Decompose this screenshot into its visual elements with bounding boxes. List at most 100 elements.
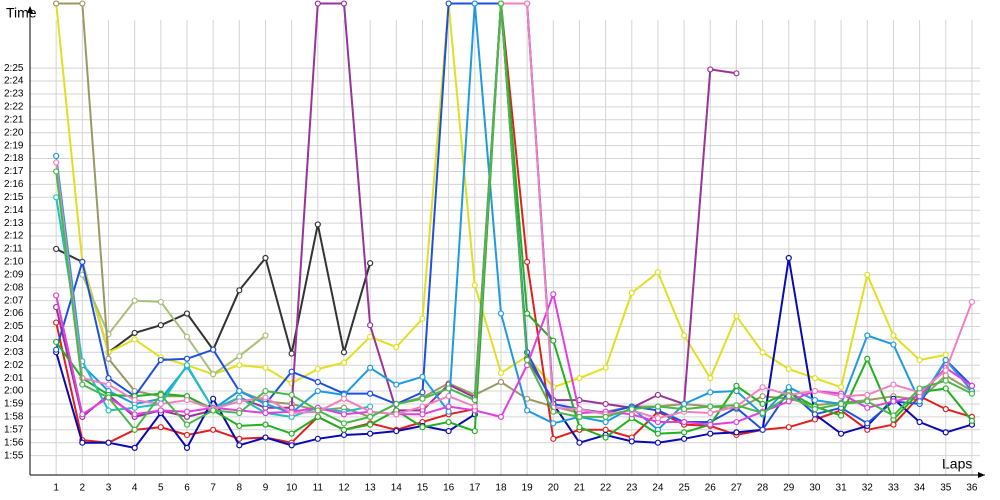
x-tick-label: 36 [966, 483, 978, 494]
point [262, 332, 269, 339]
point [131, 426, 138, 433]
point [811, 411, 819, 418]
y-tick-label: 2:21 [4, 114, 24, 125]
point [576, 406, 583, 413]
point [236, 362, 243, 369]
y-tick-label: 1:56 [4, 437, 24, 448]
point [288, 430, 295, 437]
point [445, 0, 452, 7]
series-line [55, 3, 973, 432]
x-tick-label: 18 [495, 483, 507, 494]
y-tick-label: 2:14 [4, 205, 24, 216]
point [942, 377, 949, 384]
y-tick-label: 2:05 [4, 321, 24, 332]
point [576, 413, 583, 420]
x-tick-label: 27 [731, 483, 743, 494]
point [759, 426, 766, 433]
point [864, 271, 871, 278]
y-tick-label: 2:24 [4, 76, 24, 87]
point [654, 391, 662, 399]
point [314, 0, 321, 7]
point [733, 429, 740, 436]
point [471, 427, 478, 435]
point [916, 398, 923, 405]
point [53, 168, 60, 175]
point [183, 444, 191, 451]
y-tick-label: 2:10 [4, 257, 24, 268]
y-tick-label: 2:18 [4, 153, 24, 164]
series-line [81, 274, 267, 376]
point [53, 245, 60, 253]
point [890, 341, 897, 348]
point [262, 421, 269, 428]
point [942, 351, 949, 358]
x-tick-label: 17 [469, 483, 481, 494]
point [367, 390, 374, 397]
point [942, 406, 949, 413]
point [968, 390, 976, 397]
x-tick-label: 3 [106, 483, 112, 494]
y-tick-label: 2:23 [4, 89, 24, 100]
point [367, 430, 374, 437]
point [288, 368, 295, 375]
point [837, 412, 845, 419]
x-tick-label: 35 [940, 483, 952, 494]
point [262, 434, 269, 441]
point [262, 364, 269, 371]
y-tick-label: 2:12 [4, 231, 24, 242]
point [654, 415, 662, 422]
x-tick-label: 33 [888, 483, 900, 494]
point [236, 353, 243, 360]
point [419, 395, 426, 402]
point [602, 400, 609, 408]
point [105, 355, 112, 362]
y-tick-label: 1:55 [4, 450, 24, 461]
point [497, 413, 505, 420]
x-tick-label: 14 [391, 483, 403, 494]
point [550, 435, 557, 442]
point [864, 355, 871, 362]
point [681, 418, 688, 426]
point [419, 315, 426, 322]
x-tick-label: 12 [338, 483, 350, 494]
point [131, 396, 138, 404]
point [707, 375, 714, 382]
point [550, 291, 557, 298]
y-tick-label: 2:09 [4, 269, 24, 280]
x-tick-label: 8 [237, 483, 243, 494]
point [53, 159, 60, 166]
x-tick-label: 2 [80, 483, 86, 494]
point [262, 387, 269, 395]
x-tick-label: 30 [809, 483, 821, 494]
point [53, 346, 60, 353]
point [340, 426, 348, 433]
point [733, 70, 740, 77]
point [681, 406, 688, 413]
point [942, 367, 949, 374]
point [576, 439, 583, 446]
x-tick-label: 11 [313, 483, 324, 494]
point [393, 381, 400, 388]
x-tick-label: 9 [263, 483, 269, 494]
x-tick-label: 16 [443, 483, 455, 494]
point [707, 430, 714, 437]
x-tick-label: 20 [548, 483, 560, 494]
point [524, 0, 531, 7]
point [890, 412, 897, 419]
point [367, 413, 374, 420]
point [654, 439, 662, 446]
x-tick-label: 29 [783, 483, 795, 494]
point [340, 359, 348, 366]
point [236, 409, 243, 417]
x-tick-label: 4 [132, 483, 138, 494]
point [445, 418, 452, 426]
point [602, 364, 609, 371]
point [105, 381, 112, 388]
point [183, 408, 191, 415]
point [759, 384, 766, 391]
point [942, 356, 949, 364]
point [733, 382, 740, 389]
x-tick-label: 31 [836, 483, 848, 494]
point [131, 444, 138, 451]
point [445, 408, 452, 415]
